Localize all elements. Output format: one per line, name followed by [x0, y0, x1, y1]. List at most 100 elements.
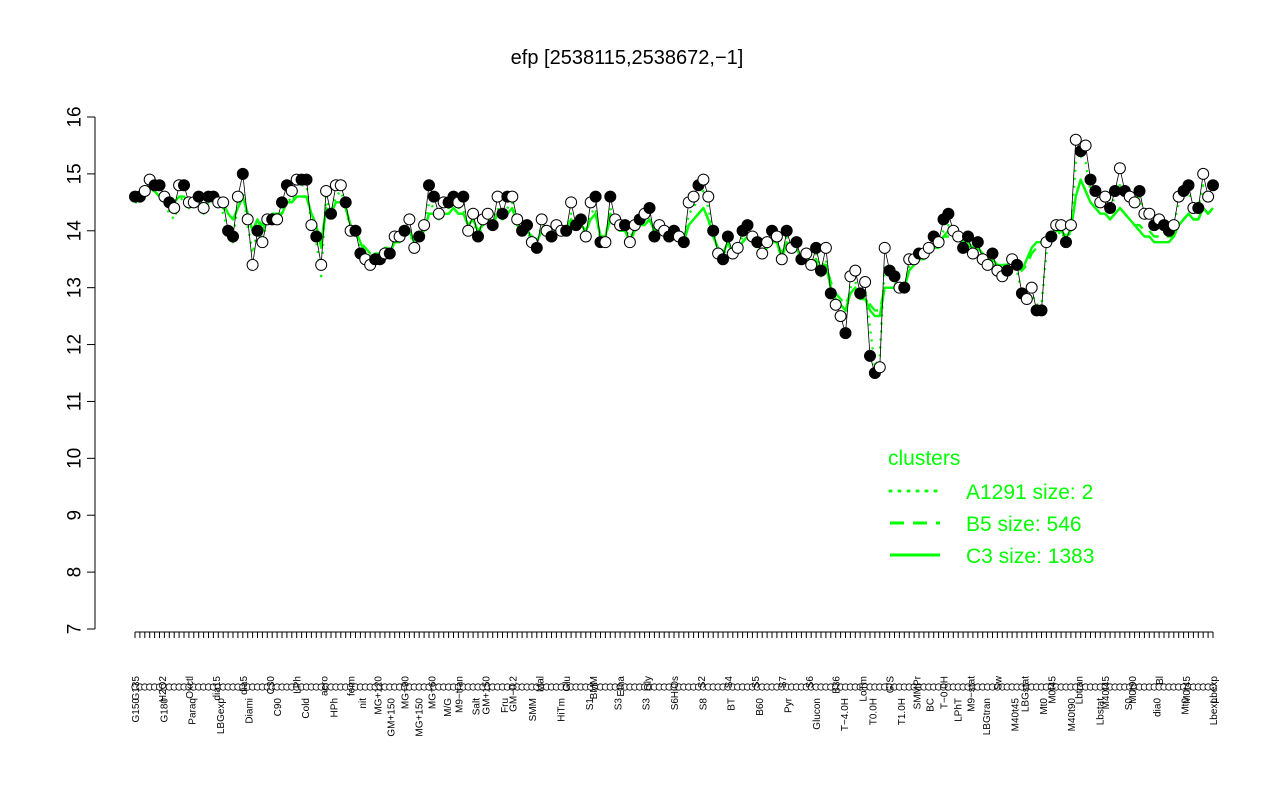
x-tick-label: Oxctl [185, 676, 196, 699]
data-point [834, 310, 847, 323]
data-point [604, 190, 617, 203]
data-point [349, 224, 362, 237]
y-tick-label: 7 [65, 624, 86, 635]
data-point [178, 179, 190, 192]
x-tick-label: G180 [159, 698, 170, 723]
data-point [227, 230, 239, 243]
data-point [1064, 219, 1077, 232]
x-tick-label: HPh [330, 698, 341, 717]
data-point [418, 219, 431, 232]
y-tick-label: 13 [65, 277, 86, 298]
data-point [829, 298, 842, 311]
data-point [702, 190, 715, 203]
x-tick-label: Etha [616, 676, 627, 697]
data-point [305, 219, 318, 232]
y-tick-label: 8 [65, 567, 86, 578]
data-points [129, 133, 1219, 379]
x-tick-label: Cold [301, 698, 312, 719]
legend-entry-c3: C3 size: 1383 [966, 545, 1094, 568]
x-tick-label: BC [925, 698, 936, 712]
data-point [986, 247, 999, 260]
data-point [1182, 179, 1195, 192]
x-tick-label: MG+60 [427, 676, 438, 710]
data-point [599, 236, 612, 249]
data-point [922, 241, 935, 254]
data-point [687, 190, 700, 203]
data-point [276, 196, 288, 209]
x-tick-label: T0.0H [869, 698, 880, 725]
x-tick-label: M9−tran [454, 676, 465, 713]
data-point [565, 196, 578, 209]
data-point [271, 213, 284, 226]
data-point [790, 236, 803, 249]
x-tick-label: M40t90 [1067, 698, 1078, 732]
x-tick-label: LoTm [859, 676, 870, 702]
data-point [1104, 202, 1117, 215]
data-point [839, 327, 852, 340]
data-point [153, 179, 166, 192]
x-tick-label: S3 [613, 698, 624, 711]
data-point [1202, 190, 1215, 203]
data-point [408, 241, 421, 254]
data-point [1113, 162, 1126, 175]
x-tick-label: B60 [755, 698, 766, 716]
series-line-solid [135, 178, 1214, 318]
data-point [859, 275, 872, 288]
data-point [217, 196, 230, 209]
data-point [770, 230, 783, 243]
data-point [648, 230, 661, 243]
x-tick-label: LBGstat [1020, 676, 1031, 712]
data-point [467, 207, 480, 220]
data-point [579, 230, 592, 243]
data-point [721, 230, 734, 243]
x-tick-label: MG+90 [401, 676, 412, 710]
data-point [1035, 304, 1048, 317]
x-tick-label: GM+150 [386, 698, 397, 737]
x-tick-label: LBGexp [216, 698, 227, 735]
data-point [457, 190, 470, 203]
data-point [560, 224, 573, 237]
data-point [315, 258, 328, 271]
x-tick-label: Paraq [188, 698, 199, 725]
x-tick-label: nit [358, 698, 369, 709]
data-point [545, 230, 558, 243]
data-point [1099, 190, 1112, 203]
data-point [1069, 133, 1082, 146]
x-tick-label: C90 [273, 698, 284, 717]
x-tick-label: Lbexp [1209, 698, 1220, 726]
x-tick-label: Salt [471, 698, 482, 715]
x-tick-label: LPhT [954, 698, 965, 722]
x-tick-label: Gly [643, 676, 654, 691]
x-tick-label: LPh [293, 676, 304, 694]
legend: clusters A1291 size: 2 B5 size: 546 C3 s… [888, 447, 1094, 568]
y-tick-label: 14 [65, 220, 86, 242]
data-point [1167, 219, 1180, 232]
data-point [697, 173, 710, 186]
data-point [971, 236, 984, 249]
data-point [873, 361, 886, 374]
data-point [231, 190, 244, 203]
data-point [888, 270, 901, 283]
data-point [251, 224, 264, 237]
x-tick-label: dia0 [1152, 698, 1163, 717]
x-tick-label: T1.0H [897, 698, 908, 725]
chart-title: efp [2538115,2538672,−1] [511, 47, 744, 69]
x-tick-label: Mt0 [1181, 698, 1192, 715]
data-point [1079, 139, 1092, 152]
x-tick-label: G150 [131, 698, 142, 723]
x-tick-label: GM−0.2 [508, 676, 519, 712]
x-tick-label: Mal [535, 676, 546, 692]
data-point [1020, 293, 1033, 306]
x-tick-label: S4 [724, 676, 735, 689]
data-point [334, 179, 347, 192]
x-tick-label: M9−stat [966, 676, 977, 712]
data-point [854, 287, 867, 300]
data-point [962, 230, 974, 243]
x-tick-label: S5 [751, 676, 762, 689]
x-tick-label: T−4.0H [840, 698, 851, 731]
x-tick-label: BMM [589, 676, 600, 699]
x-tick-label: Lbtran [1074, 676, 1085, 704]
x-tick-label: MG+120 [374, 676, 385, 715]
data-point [942, 207, 955, 220]
data-point [805, 258, 818, 271]
